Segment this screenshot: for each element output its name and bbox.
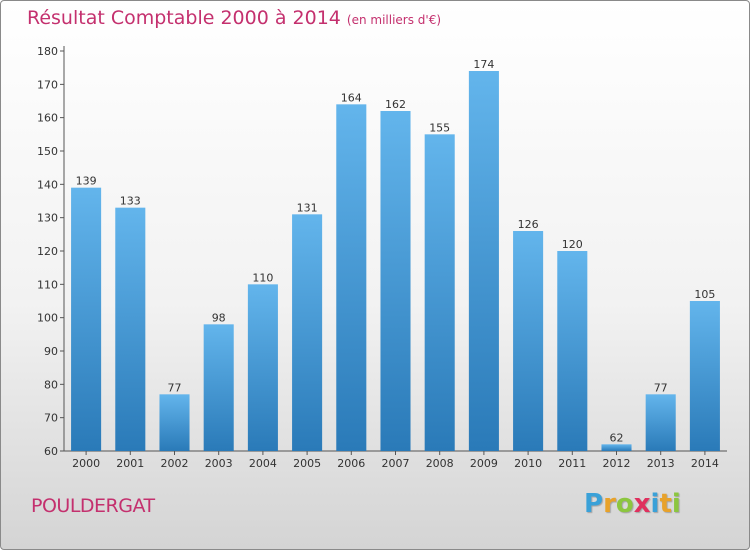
logo-letter: i <box>671 489 681 519</box>
x-tick-label: 2009 <box>470 457 498 470</box>
y-tick-label: 90 <box>44 345 58 358</box>
x-tick-label: 2011 <box>558 457 586 470</box>
commune-name: POULDERGAT <box>31 495 155 517</box>
y-tick-label: 160 <box>37 112 58 125</box>
bar <box>292 214 323 451</box>
data-label: 162 <box>385 98 406 111</box>
x-tick-label: 2008 <box>426 457 454 470</box>
y-tick-label: 70 <box>44 412 58 425</box>
data-label: 105 <box>694 288 715 301</box>
data-label: 77 <box>654 381 668 394</box>
x-tick-label: 2010 <box>514 457 542 470</box>
bar <box>203 324 234 451</box>
y-tick-label: 120 <box>37 245 58 258</box>
x-tick-label: 2006 <box>337 457 365 470</box>
y-tick-label: 80 <box>44 378 58 391</box>
logo-letter: x <box>633 489 651 519</box>
x-tick-label: 2004 <box>249 457 277 470</box>
bar <box>468 71 499 451</box>
data-label: 133 <box>120 195 141 208</box>
data-label: 110 <box>252 271 273 284</box>
data-label: 126 <box>518 218 539 231</box>
bar <box>557 251 588 451</box>
y-tick-label: 60 <box>44 445 58 458</box>
data-label: 164 <box>341 91 362 104</box>
data-label: 174 <box>473 58 494 71</box>
data-label: 77 <box>168 381 182 394</box>
x-tick-label: 2012 <box>603 457 631 470</box>
bar <box>336 104 367 451</box>
x-tick-label: 2014 <box>691 457 719 470</box>
bar <box>601 444 632 451</box>
data-label: 98 <box>212 311 226 324</box>
data-label: 62 <box>610 431 624 444</box>
y-tick-label: 150 <box>37 145 58 158</box>
x-tick-label: 2013 <box>647 457 675 470</box>
bar <box>247 284 278 451</box>
proxiti-logo: Proxiti <box>584 489 681 519</box>
bar <box>380 111 411 451</box>
y-tick-label: 170 <box>37 78 58 91</box>
logo-letter: r <box>603 489 616 519</box>
y-tick-label: 130 <box>37 212 58 225</box>
x-tick-label: 2000 <box>72 457 100 470</box>
bar <box>115 207 146 451</box>
y-tick-label: 180 <box>37 45 58 58</box>
bar <box>159 394 190 451</box>
bar <box>424 134 455 452</box>
chart-title: Résultat Comptable 2000 à 2014 (en millie… <box>27 7 441 29</box>
bar <box>71 187 102 451</box>
data-label: 139 <box>76 175 97 188</box>
bar <box>645 394 676 451</box>
logo-letter: t <box>659 489 672 519</box>
bar <box>513 231 544 451</box>
logo-letter: P <box>584 489 604 519</box>
bar <box>689 301 720 451</box>
logo-letter: o <box>615 489 634 519</box>
x-tick-label: 2003 <box>205 457 233 470</box>
x-tick-label: 2001 <box>116 457 144 470</box>
x-tick-label: 2005 <box>293 457 321 470</box>
chart-subtitle: (en milliers d'€) <box>346 13 442 27</box>
y-tick-label: 100 <box>37 312 58 325</box>
y-tick-label: 110 <box>37 278 58 291</box>
y-tick-label: 140 <box>37 178 58 191</box>
x-tick-label: 2007 <box>382 457 410 470</box>
data-label: 131 <box>297 201 318 214</box>
data-label: 120 <box>562 238 583 251</box>
logo-letter: i <box>650 489 660 519</box>
x-tick-label: 2002 <box>161 457 189 470</box>
data-label: 155 <box>429 121 450 134</box>
chart-title-text: Résultat Comptable 2000 à 2014 <box>27 7 341 29</box>
